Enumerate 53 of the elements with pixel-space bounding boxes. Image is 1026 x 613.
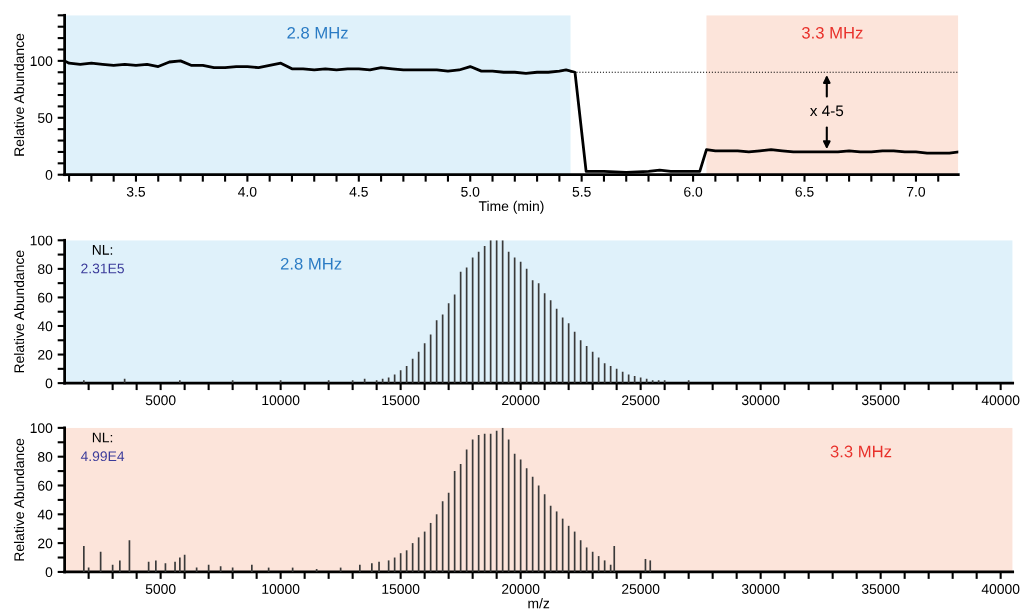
y-tick-label: 50 [37, 113, 53, 123]
y-tick-label: 60 [38, 292, 53, 303]
y-tick-label: 80 [37, 264, 53, 275]
y-tick-label: 20 [38, 538, 53, 549]
band-label: 2.8 MHz [287, 26, 348, 39]
y-tick-label: 100 [30, 423, 53, 434]
x-tick-label: 35000 [861, 395, 900, 406]
band-label: 3.3 MHz [830, 445, 892, 458]
x-tick-label: 5000 [145, 584, 176, 594]
y-tick-label: 80 [37, 452, 53, 462]
y-tick-label: 40 [37, 321, 53, 332]
y-axis-title: Relative Abundance [13, 250, 25, 373]
x-tick-label: 40000 [981, 584, 1020, 594]
y-axis-title: Relative Abundance [13, 33, 25, 156]
y-tick-label: 20 [38, 349, 53, 360]
x-tick-label: 35000 [861, 584, 900, 594]
annotation: 2.31E5 [81, 263, 124, 274]
band-label: 2.8 MHz [280, 257, 342, 270]
x-tick-label: 5.5 [572, 187, 591, 197]
x-tick-label: 20000 [502, 584, 540, 594]
annotation: 4.99E4 [80, 451, 125, 462]
x-tick-label: 5000 [145, 395, 176, 406]
x-tick-label: 15000 [382, 395, 420, 406]
x-tick-label: 6.0 [684, 186, 703, 197]
x-tick-label: 10000 [262, 584, 300, 594]
x-tick-label: 30000 [741, 584, 780, 594]
x-tick-label: 3.5 [126, 186, 146, 197]
y-tick-label: 0 [45, 378, 53, 389]
y-tick-label: 0 [45, 567, 53, 578]
annotation: NL: [92, 245, 113, 255]
y-tick-label: 0 [45, 170, 53, 180]
x-tick-label: 5.0 [461, 186, 480, 197]
y-tick-label: 100 [30, 235, 53, 246]
x-tick-label: 10000 [262, 395, 300, 406]
x-tick-label: 30000 [741, 395, 780, 406]
x-tick-label: 20000 [502, 395, 540, 406]
x-tick-label: 25000 [622, 584, 660, 594]
y-axis-title: Relative Abundance [13, 438, 25, 561]
x-tick-label: 4.0 [238, 186, 257, 197]
x-tick-label: 7.0 [907, 186, 926, 197]
x-axis-title: Time (min) [478, 200, 544, 214]
band-label: 3.3 MHz [801, 26, 863, 39]
y-tick-label: 100 [30, 56, 53, 67]
x-tick-label: 15000 [382, 584, 420, 594]
x-tick-label: 4.5 [349, 187, 368, 197]
x-tick-label: 25000 [622, 395, 660, 406]
x-tick-label: 6.5 [795, 186, 814, 197]
x-axis-title: m/z [528, 598, 550, 609]
annotation: NL: [92, 432, 113, 443]
annotation: x 4-5 [809, 105, 844, 117]
x-tick-label: 40000 [981, 395, 1020, 406]
y-tick-label: 60 [38, 480, 53, 491]
y-tick-label: 40 [37, 509, 53, 520]
